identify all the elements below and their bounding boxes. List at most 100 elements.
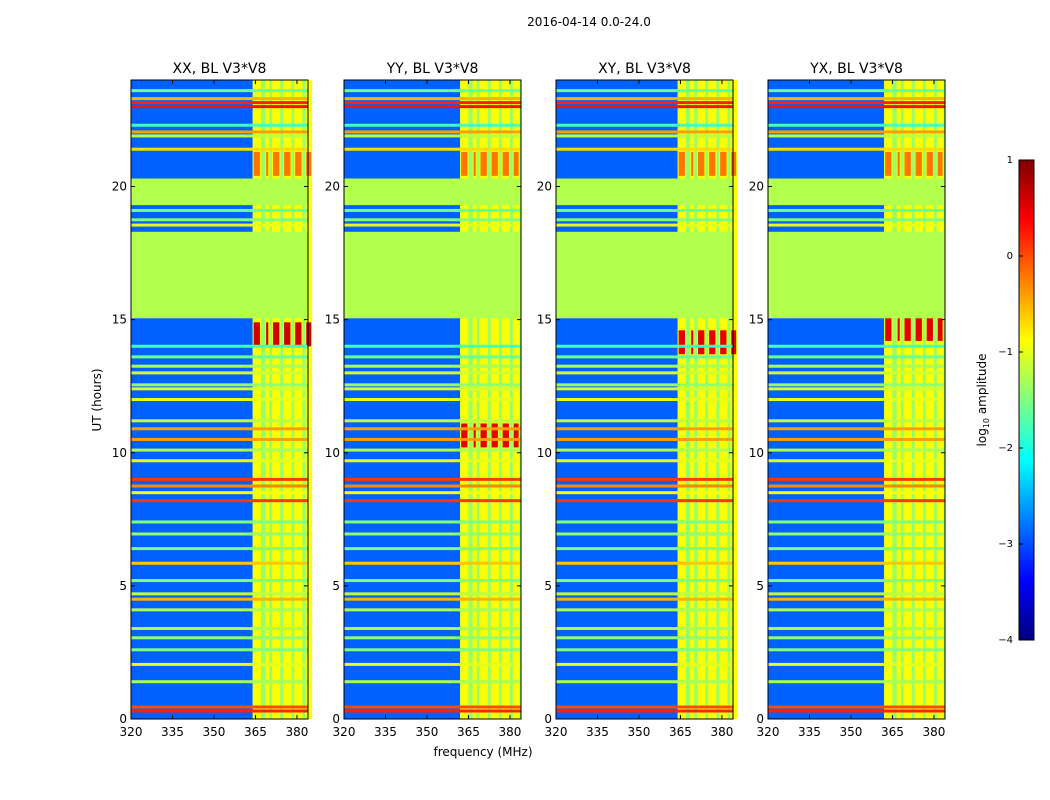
broadband-line: [131, 355, 308, 359]
rfi-peak: [720, 151, 727, 176]
broadband-line: [131, 662, 308, 666]
broadband-line: [556, 705, 733, 709]
panel-1: XX, BL V3*V8 320 335 350 365 380 0 5 10 15 20: [112, 61, 313, 739]
rfi-peak: [926, 316, 933, 341]
rfi-peak: [266, 322, 269, 347]
y-tick-label: 10: [112, 446, 127, 460]
broadband-line: [768, 626, 945, 630]
broadband-line: [556, 355, 733, 359]
broadband-line: [768, 608, 945, 612]
broadband-line: [768, 383, 945, 387]
broadband-line: [768, 387, 945, 391]
broadband-line: [131, 383, 308, 387]
broadband-line: [556, 223, 733, 227]
broadband-line: [344, 344, 521, 348]
y-tick-label: 5: [119, 579, 127, 593]
broadband-line: [768, 371, 945, 375]
broadband-line: [131, 547, 308, 551]
x-tick-label: 350: [628, 725, 651, 739]
panel-2: YY, BL V3*V8 320 335 350 365 380 0 5 10 15 20: [325, 61, 522, 739]
panel-4: YX, BL V3*V8 320 335 350 365 380 0 5 10 15 20: [749, 61, 946, 739]
broadband-line: [556, 344, 733, 348]
broadband-line: [768, 448, 945, 452]
broadband-line: [344, 89, 521, 93]
rfi-peak: [461, 423, 468, 448]
broadband-line: [556, 532, 733, 536]
broadband-line: [768, 223, 945, 227]
broadband-line: [131, 130, 308, 134]
colorbar-tick-label: −2: [998, 443, 1013, 454]
broadband-line: [131, 561, 308, 565]
panel-title: XY, BL V3*V8: [598, 61, 691, 77]
broadband-line: [344, 419, 521, 423]
broadband-line: [131, 626, 308, 630]
broadband-line: [131, 491, 308, 495]
rfi-peak: [480, 423, 487, 448]
broadband-line: [344, 448, 521, 452]
rfi-peak: [904, 151, 911, 176]
y-tick-label: 20: [112, 180, 127, 194]
y-tick-label: 0: [544, 712, 552, 726]
broadband-line: [768, 427, 945, 431]
rfi-peak: [915, 151, 922, 176]
broadband-line: [344, 520, 521, 524]
flagged-region: [131, 231, 308, 319]
rfi-peak: [513, 423, 519, 448]
rfi-peak: [253, 151, 260, 176]
broadband-line: [556, 105, 733, 109]
broadband-line: [556, 398, 733, 401]
broadband-line: [768, 459, 945, 463]
broadband-line: [768, 437, 945, 441]
x-tick-label: 380: [285, 725, 308, 739]
broadband-line: [344, 477, 521, 481]
broadband-line: [131, 427, 308, 431]
x-tick-label: 320: [120, 725, 143, 739]
y-tick-label: 10: [537, 446, 552, 460]
broadband-line: [768, 344, 945, 348]
rfi-peak: [885, 151, 892, 176]
flagged-region: [344, 231, 521, 319]
broadband-line: [768, 355, 945, 359]
broadband-line: [344, 123, 521, 127]
broadband-line: [344, 364, 521, 368]
y-tick-label: 20: [537, 180, 552, 194]
broadband-line: [131, 218, 308, 222]
broadband-line: [556, 579, 733, 583]
broadband-line: [556, 364, 733, 368]
colorbar: 1 0 −1 −2 −3 −4 log10 amplitude: [975, 155, 1035, 646]
broadband-line: [344, 101, 521, 105]
broadband-line: [344, 499, 521, 503]
y-tick-label: 20: [749, 180, 764, 194]
y-tick-label: 0: [756, 712, 764, 726]
broadband-line: [556, 459, 733, 463]
broadband-line: [768, 680, 945, 684]
broadband-line: [344, 561, 521, 565]
rfi-peak: [306, 322, 312, 347]
panel-frame: [555, 79, 734, 720]
broadband-line: [768, 592, 945, 596]
broadband-line: [556, 597, 733, 601]
rfi-peak: [284, 322, 291, 347]
broadband-line: [344, 387, 521, 391]
broadband-line: [131, 105, 308, 109]
x-tick-label: 365: [244, 725, 267, 739]
x-tick-label: 335: [374, 725, 397, 739]
panel-frame: [343, 79, 522, 720]
flagged-region: [768, 231, 945, 319]
x-tick-label: 320: [545, 725, 568, 739]
x-tick-label: 365: [669, 725, 692, 739]
y-tick-label: 10: [325, 446, 340, 460]
rfi-peak: [915, 316, 922, 341]
broadband-line: [768, 520, 945, 524]
broadband-line: [131, 608, 308, 612]
rfi-peak: [461, 151, 468, 176]
rfi-peak: [273, 322, 280, 347]
broadband-line: [131, 520, 308, 524]
rfi-peak: [473, 423, 476, 448]
panel-frame: [130, 79, 309, 720]
broadband-line: [768, 709, 945, 713]
broadband-line: [768, 130, 945, 134]
broadband-line: [556, 547, 733, 551]
broadband-line: [344, 398, 521, 401]
rfi-peak: [284, 151, 291, 176]
